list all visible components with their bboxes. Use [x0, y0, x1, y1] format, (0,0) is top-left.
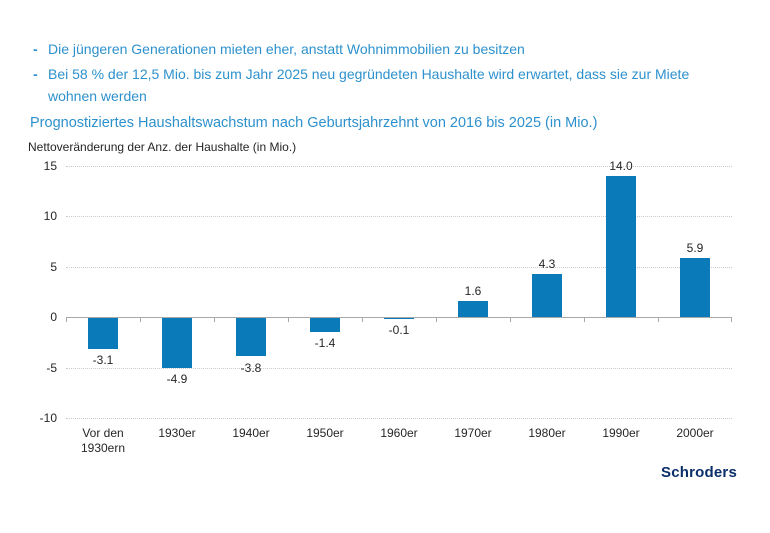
y-tick-label: 5 [50, 259, 57, 274]
x-axis-tick [658, 317, 659, 323]
x-tick-label: 1980er [528, 426, 566, 440]
x-tick-label: 1940er [232, 426, 270, 440]
bar [236, 318, 266, 357]
x-axis-tick [66, 317, 67, 323]
bullet-text: Die jüngeren Generationen mieten eher, a… [48, 41, 525, 57]
bar [680, 257, 710, 318]
bullet-text: Bei 58 % der 12,5 Mio. bis zum Jahr 2025… [48, 66, 690, 104]
y-tick-label: -10 [39, 411, 57, 425]
bar [384, 318, 414, 320]
x-axis-tick [362, 317, 363, 323]
y-axis-title: Nettoveränderung der Anz. der Haushalte … [28, 140, 297, 154]
chart-title: Prognostiziertes Haushaltswachstum nach … [30, 115, 598, 131]
bullet-item: - Bei 58 % der 12,5 Mio. bis zum Jahr 20… [33, 63, 728, 107]
gridline [66, 216, 732, 218]
bar-value-label: -3.1 [92, 353, 114, 368]
x-axis-tick [584, 317, 585, 323]
bar [310, 318, 340, 333]
x-tick-label: 2000er [676, 426, 714, 440]
x-tick-label: 1930er [158, 426, 196, 440]
bar-value-label: 14.0 [609, 159, 633, 174]
bar-value-label: -1.4 [314, 336, 336, 351]
x-axis-tick [140, 317, 141, 323]
schroders-logo: Schroders [661, 464, 737, 481]
bar [88, 318, 118, 350]
x-tick-label: Vor den 1930ern [80, 426, 126, 455]
bar-value-label: -0.1 [388, 323, 410, 338]
bar [606, 176, 636, 318]
x-axis-tick [436, 317, 437, 323]
bar-value-label: 4.3 [538, 256, 556, 271]
dash-bullet-icon: - [33, 66, 38, 82]
chart-area: -3.1 Vor den 1930ern -4.9 1930er -3.8 1940er -… [0, 159, 770, 476]
bar [162, 318, 192, 368]
x-axis-tick [731, 317, 732, 323]
x-axis-tick [214, 317, 215, 323]
bullet-item: - Die jüngeren Generationen mieten eher,… [33, 38, 728, 60]
x-axis-tick [288, 317, 289, 323]
bar [458, 301, 488, 318]
x-tick-label: 1970er [454, 426, 492, 440]
gridline [66, 266, 732, 268]
plot-area: -3.1 Vor den 1930ern -4.9 1930er -3.8 1940er -… [66, 159, 732, 455]
x-tick-label: 1990er [602, 426, 640, 440]
y-tick-label: 15 [43, 159, 57, 173]
gridline [66, 166, 732, 167]
bar [532, 273, 562, 318]
y-tick-label: 0 [50, 310, 57, 325]
gridline [66, 367, 732, 369]
dash-bullet-icon: - [33, 41, 38, 57]
bar-value-label: -4.9 [166, 371, 188, 386]
bar-value-label: 1.6 [464, 284, 482, 299]
y-tick-label: 10 [43, 209, 57, 224]
x-tick-label: 1960er [380, 426, 418, 440]
bar-value-label: 5.9 [686, 240, 704, 255]
bullet-list: - Die jüngeren Generationen mieten eher,… [33, 38, 728, 110]
x-tick-label: 1950er [306, 426, 344, 440]
y-tick-label: -5 [46, 360, 57, 375]
x-axis-tick [510, 317, 511, 323]
zero-axis-line [66, 317, 732, 319]
gridline [66, 418, 732, 419]
bar-value-label: -3.8 [240, 360, 262, 375]
